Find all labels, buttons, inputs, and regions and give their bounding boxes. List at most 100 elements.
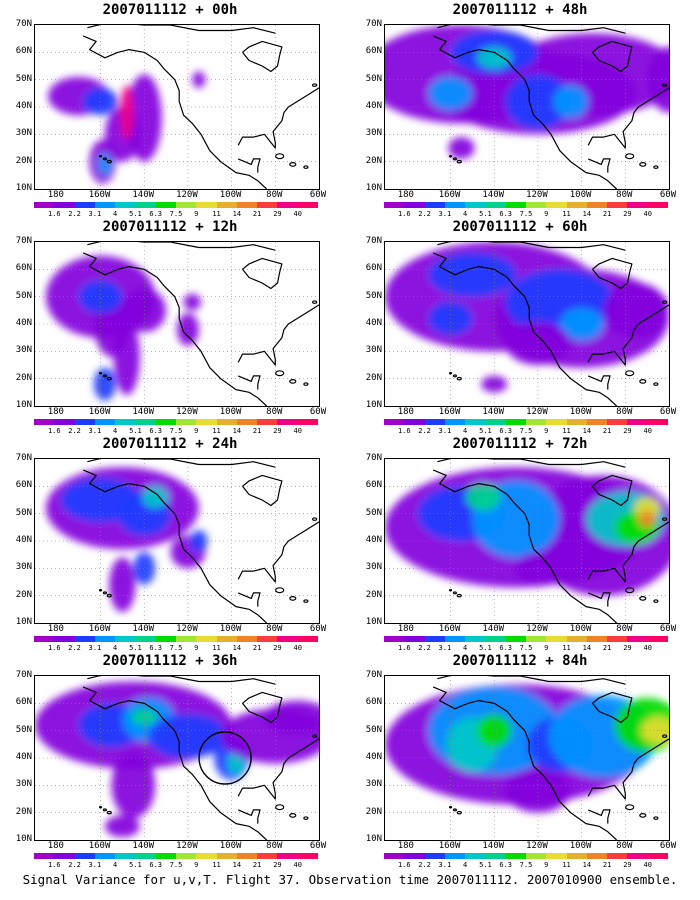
colorbar-label: 14 (582, 427, 592, 435)
lat-tick-label: 30N (365, 128, 382, 139)
colorbar-label: 1.6 (47, 210, 61, 218)
colorbar-swatch (115, 419, 136, 425)
colorbar (34, 636, 318, 642)
variance-contour (647, 46, 669, 113)
variance-field (385, 242, 669, 393)
lon-tick-label: 180 (47, 190, 64, 200)
colorbar-swatch (485, 636, 506, 642)
variance-contour (603, 283, 669, 338)
lon-tick-label: 120W (526, 841, 548, 851)
variance-contour (190, 530, 208, 552)
colorbar-label: 7.5 (169, 210, 183, 218)
colorbar-label: 40 (293, 210, 302, 218)
lon-tick-label: 160W (438, 190, 461, 200)
lat-tick-label: 60N (15, 263, 32, 274)
map-panel: 2007011112 + 12h 70N 60N 50N 40N 30N 20N 10N 180… (0, 219, 340, 437)
colorbar-swatch (586, 202, 608, 208)
lon-tick-label: 120W (526, 407, 548, 417)
colorbar-swatch (94, 636, 116, 642)
coastline (82, 25, 319, 189)
colorbar-label: 29 (623, 210, 632, 218)
colorbar-swatch (586, 419, 608, 425)
colorbar-swatch (34, 636, 55, 642)
colorbar-swatch (647, 853, 668, 859)
colorbar-label: 29 (273, 861, 282, 869)
colorbar-swatch (155, 636, 176, 642)
colorbar-swatch (175, 419, 197, 425)
colorbar-label: 4 (113, 861, 118, 869)
lat-tick-label: 10N (15, 400, 32, 410)
lat-tick-label: 40N (365, 535, 382, 545)
colorbar-swatch (297, 419, 318, 425)
lon-tick-label: 140W (482, 841, 505, 851)
lon-tick-label: 140W (132, 624, 155, 634)
colorbar-swatch (444, 419, 466, 425)
variance-contour (177, 313, 199, 346)
colorbar-label: 4 (463, 861, 468, 869)
variance-contour (505, 768, 571, 813)
colorbar-swatch (257, 636, 278, 642)
lat-tick-label: 70N (15, 236, 32, 246)
lon-tick-label: 100W (219, 190, 242, 200)
lat-tick-label: 60N (365, 697, 382, 708)
colorbar-label: 21 (602, 644, 612, 652)
lon-tick-label: 140W (132, 407, 155, 417)
lat-tick-label: 60N (15, 697, 32, 708)
figure-caption: Signal Variance for u,v,T. Flight 37. Ob… (22, 872, 678, 887)
variance-contour (505, 321, 571, 365)
variance-field (48, 71, 206, 184)
colorbar-swatch (155, 419, 176, 425)
graticule (385, 242, 669, 406)
lat-tick-label: 50N (365, 724, 382, 735)
colorbar-swatch (525, 419, 547, 425)
lat-tick-label: 10N (15, 834, 32, 844)
lon-tick-label: 160W (88, 407, 111, 417)
colorbar-label: 6.3 (499, 644, 513, 652)
colorbar-swatch (384, 202, 405, 208)
variance-field (35, 681, 319, 838)
colorbar (384, 853, 668, 859)
lon-tick-label: 160W (438, 624, 461, 634)
colorbar-label: 5.1 (479, 644, 492, 652)
colorbar-swatch (404, 419, 425, 425)
lat-tick-label: 10N (365, 617, 382, 627)
colorbar-label: 14 (582, 861, 592, 869)
colorbar-swatch (277, 419, 298, 425)
colorbar-label: 2.2 (418, 644, 431, 652)
graticule (35, 25, 319, 189)
colorbar-label: 14 (232, 861, 242, 869)
colorbar-swatch (424, 853, 445, 859)
graticule (35, 242, 319, 406)
colorbar (34, 419, 318, 425)
colorbar-label: 3.1 (88, 861, 102, 869)
lon-tick-label: 100W (219, 841, 242, 851)
colorbar-swatch (54, 202, 75, 208)
colorbar-label: 11 (562, 210, 571, 218)
colorbar-swatch (424, 419, 445, 425)
colorbar-swatch (586, 853, 608, 859)
colorbar-swatch (505, 419, 526, 425)
colorbar-label: 2.2 (68, 861, 81, 869)
lon-tick-label: 180 (397, 190, 414, 200)
lat-tick-label: 30N (15, 562, 32, 573)
colorbar-label: 6.3 (499, 861, 513, 869)
lat-tick-label: 50N (365, 507, 382, 518)
map-panel: 2007011112 + 72h 70N 60N 50N 40N 30N 20N 10N 180… (350, 436, 690, 654)
colorbar-swatch (236, 636, 258, 642)
colorbar-swatch (444, 853, 466, 859)
lat-tick-label: 70N (15, 453, 32, 463)
graticule (35, 459, 319, 623)
colorbar-swatch (216, 419, 237, 425)
colorbar (34, 202, 318, 208)
lon-tick-label: 180 (397, 841, 414, 851)
colorbar-label: 1.6 (47, 427, 61, 435)
coastline (432, 25, 669, 189)
lon-tick-label: 60W (659, 190, 677, 200)
colorbar-label: 9 (544, 644, 549, 652)
colorbar-label: 5.1 (129, 210, 142, 218)
graticule (385, 25, 669, 189)
colorbar-swatch (627, 419, 648, 425)
colorbar-swatch (465, 853, 486, 859)
colorbar-label: 3.1 (438, 861, 452, 869)
colorbar-label: 3.1 (88, 427, 102, 435)
